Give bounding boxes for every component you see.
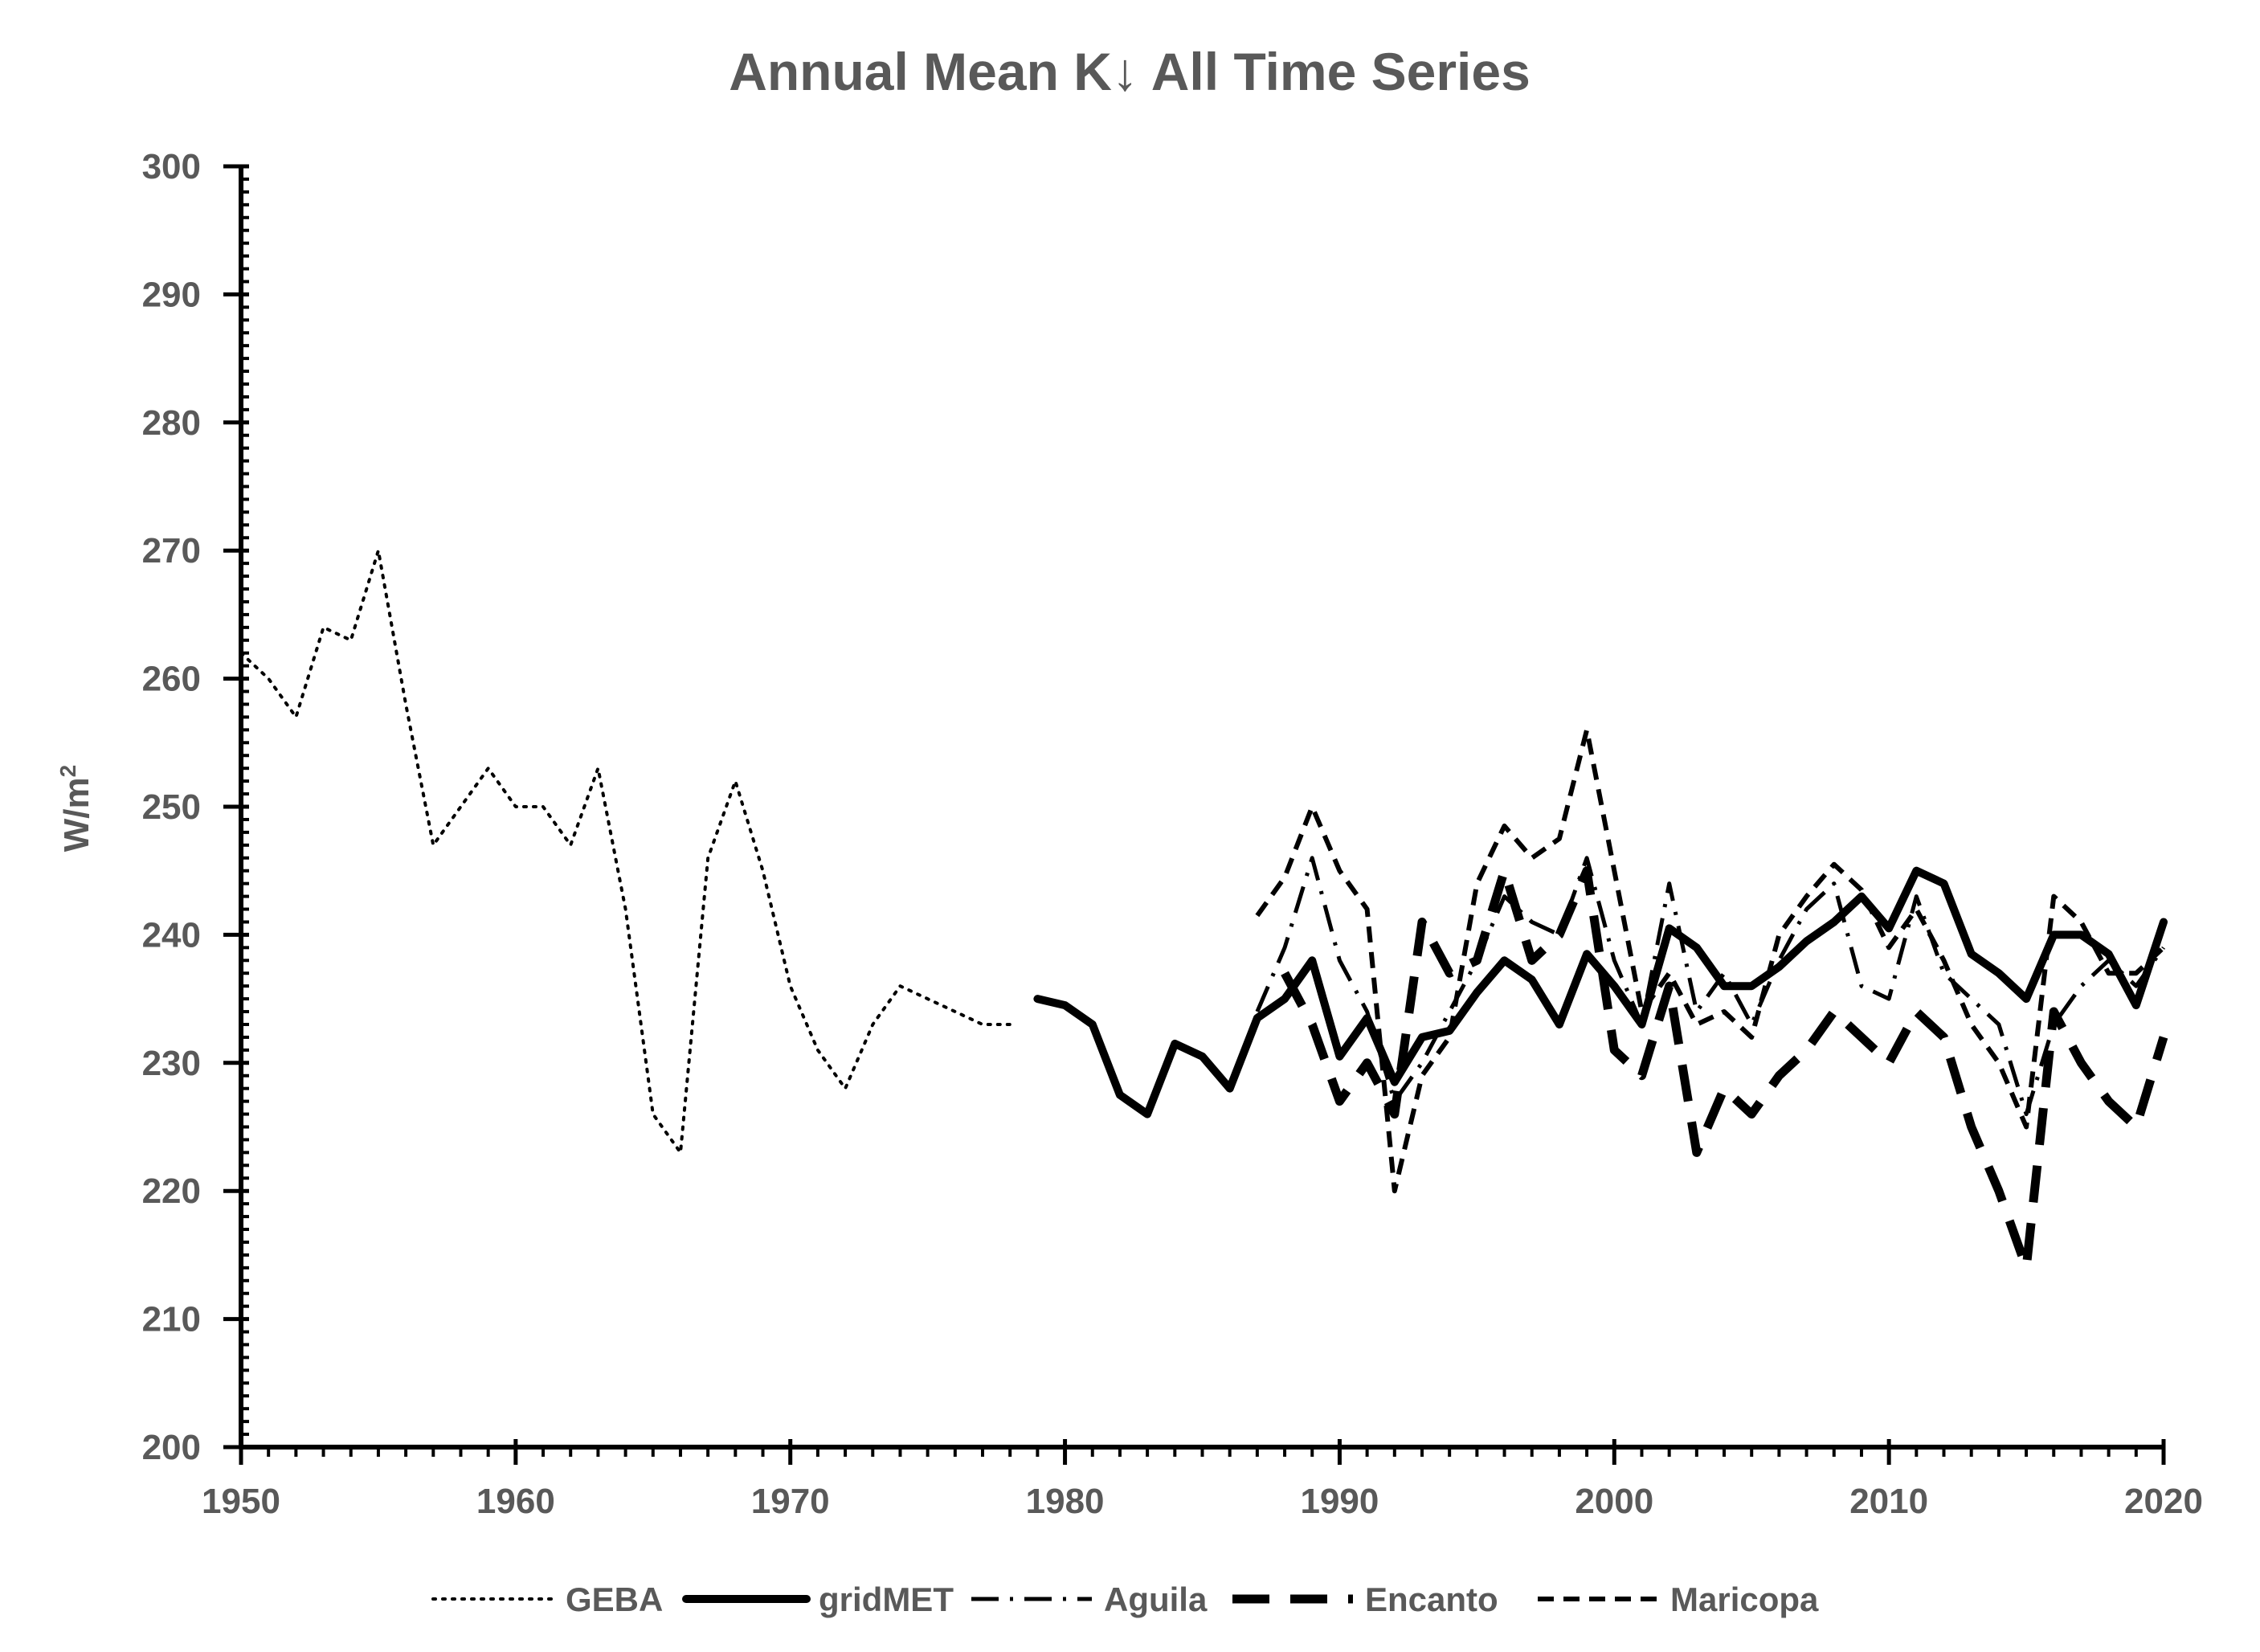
axes: 200 210 220 230 240 250 260 270 280 290 300 1950 196… — [142, 147, 2203, 1521]
y-tick-label: 220 — [142, 1172, 201, 1211]
legend-label-encanto: Encanto — [1365, 1580, 1498, 1618]
series-maricopa-line — [1255, 727, 2166, 1194]
y-tick-label: 300 — [142, 147, 201, 186]
x-tick-label: 2000 — [1575, 1482, 1653, 1521]
legend-label-aguila: Aguila — [1104, 1580, 1208, 1618]
y-tick-label: 230 — [142, 1044, 201, 1083]
legend-label-maricopa: Maricopa — [1670, 1580, 1819, 1618]
y-axis-title-text: W/m — [57, 777, 96, 852]
y-tick-label: 250 — [142, 787, 201, 827]
series-layer — [239, 549, 2168, 1273]
y-tick-label: 280 — [142, 403, 201, 443]
series-aguila-line — [1255, 856, 2166, 1117]
legend-label-geba: GEBA — [566, 1580, 663, 1618]
series-encanto-line — [1281, 866, 2168, 1273]
x-tick-label: 1950 — [202, 1482, 280, 1521]
legend: GEBA gridMET Aguila Encanto Maricopa — [431, 1580, 1819, 1618]
legend-label-gridmet: gridMET — [819, 1580, 954, 1618]
x-tick-label: 1990 — [1300, 1482, 1379, 1521]
x-tick-label: 2010 — [1849, 1482, 1928, 1521]
y-axis-title: W/m2 — [55, 765, 96, 852]
y-tick-label: 210 — [142, 1300, 201, 1339]
y-tick-label: 290 — [142, 275, 201, 314]
y-axis-title-superscript: 2 — [55, 765, 80, 778]
series-gridmet-line — [1033, 866, 2168, 1118]
x-tick-label: 1970 — [751, 1482, 830, 1521]
chart-title: Annual Mean K↓ All Time Series — [729, 42, 1531, 101]
x-tick-label: 1960 — [476, 1482, 555, 1521]
x-tick-label: 2020 — [2124, 1482, 2203, 1521]
y-tick-label: 240 — [142, 915, 201, 955]
y-tick-label: 260 — [142, 660, 201, 699]
y-tick-label: 270 — [142, 531, 201, 570]
svg-text:W/m2: W/m2 — [55, 765, 96, 852]
x-tick-label: 1980 — [1026, 1482, 1105, 1521]
y-tick-label: 200 — [142, 1428, 201, 1467]
series-geba-line — [239, 549, 1012, 1155]
